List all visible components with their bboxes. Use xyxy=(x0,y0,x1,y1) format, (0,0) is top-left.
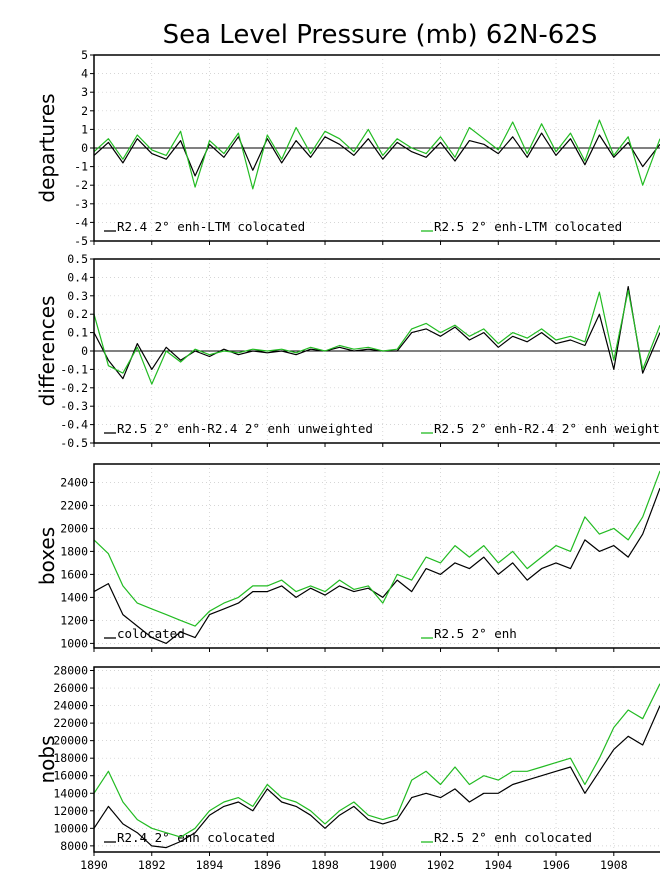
figure-title: Sea Level Pressure (mb) 62N-62S xyxy=(163,20,598,50)
legend-label: R2.5 2° enh xyxy=(434,626,517,641)
y-tick-label: 28000 xyxy=(53,664,88,678)
y-tick-label: 2200 xyxy=(60,498,88,512)
series-line-2 xyxy=(94,289,660,385)
y-tick-label: -0.2 xyxy=(60,381,88,395)
y-tick-label: -5 xyxy=(74,234,88,248)
y-tick-label: 0.3 xyxy=(67,289,88,303)
y-tick-label: 0.4 xyxy=(67,270,88,284)
x-tick-label: 1904 xyxy=(484,858,512,872)
panel-differences: R2.5 2° enh-R2.4 2° enh unweighted R2.5 2… xyxy=(35,252,660,450)
y-tick-label: -4 xyxy=(74,215,88,229)
y-axis-label: nobs xyxy=(35,735,59,783)
x-tick-label: 1890 xyxy=(80,858,108,872)
x-tick-label: 1898 xyxy=(311,858,339,872)
panel-boxes: colocated R2.5 2° enh 2400 2200 2000 1800 1600… xyxy=(35,463,660,652)
y-tick-label: 1600 xyxy=(60,567,88,581)
y-axis-label: departures xyxy=(35,93,59,202)
x-tick-label: 1894 xyxy=(196,858,224,872)
y-tick-label: 1200 xyxy=(60,613,88,627)
plot-frame xyxy=(93,666,660,853)
y-tick-label: 1 xyxy=(81,122,88,136)
panel-departures: R2.4 2° enh-LTM colocated R2.5 2° enh-LTM… xyxy=(35,48,660,248)
legend-label: R2.5 2° enh-LTM colocated xyxy=(434,219,622,234)
plot-frame xyxy=(93,463,660,649)
y-tick-label: 1400 xyxy=(60,590,88,604)
y-tick-label: -0.4 xyxy=(60,418,88,432)
y-tick-label: 8000 xyxy=(60,839,88,853)
y-tick-label: 12000 xyxy=(53,804,88,818)
legend-label: colocated xyxy=(117,626,185,641)
series-line-1 xyxy=(94,705,660,849)
y-axis-label: differences xyxy=(35,296,59,407)
legend-label: R2.5 2° enh-R2.4 2° enh unweighted xyxy=(117,421,373,436)
y-tick-label: 3 xyxy=(81,85,88,99)
y-tick-label: -2 xyxy=(74,178,88,192)
x-tick-label: 1906 xyxy=(542,858,570,872)
y-tick-label: 26000 xyxy=(53,681,88,695)
legend-label: R2.4 2° enh colocated xyxy=(117,830,275,845)
x-tick-label: 1902 xyxy=(427,858,455,872)
y-tick-label: -3 xyxy=(74,197,88,211)
y-tick-label: 2 xyxy=(81,104,88,118)
y-tick-label: -0.3 xyxy=(60,399,88,413)
y-tick-label: 5 xyxy=(81,48,88,62)
y-tick-label: 16000 xyxy=(53,769,88,783)
y-tick-label: 2000 xyxy=(60,521,88,535)
legend-label: R2.4 2° enh-LTM colocated xyxy=(117,219,305,234)
y-tick-label: -1 xyxy=(74,160,88,174)
series-line-1 xyxy=(94,487,660,645)
series-line-2 xyxy=(94,683,660,838)
y-tick-label: 0 xyxy=(81,344,88,358)
y-tick-label: 24000 xyxy=(53,699,88,713)
y-tick-label: 0.2 xyxy=(67,307,88,321)
panel-nobs: R2.4 2° enh colocated R2.5 2° enh colocat… xyxy=(35,664,660,872)
x-tick-label: 1892 xyxy=(138,858,166,872)
series-line-2 xyxy=(94,119,660,190)
y-tick-label: 14000 xyxy=(53,786,88,800)
y-tick-label: 0 xyxy=(81,141,88,155)
legend-label: R2.5 2° enh-R2.4 2° enh weighted xyxy=(434,421,660,436)
y-tick-label: 1000 xyxy=(60,636,88,650)
y-tick-label: 20000 xyxy=(53,734,88,748)
x-tick-label: 1896 xyxy=(253,858,281,872)
y-tick-label: 22000 xyxy=(53,716,88,730)
y-axis-label: boxes xyxy=(35,527,59,585)
y-tick-label: 0.1 xyxy=(67,326,88,340)
y-tick-label: 0.5 xyxy=(67,252,88,266)
y-tick-label: 10000 xyxy=(53,821,88,835)
series-line-2 xyxy=(94,470,660,627)
y-tick-label: -0.1 xyxy=(60,362,88,376)
x-tick-label: 1908 xyxy=(600,858,628,872)
y-tick-label: 2400 xyxy=(60,475,88,489)
y-tick-label: 4 xyxy=(81,67,88,81)
y-tick-label: 1800 xyxy=(60,544,88,558)
y-tick-label: 18000 xyxy=(53,751,88,765)
legend-label: R2.5 2° enh colocated xyxy=(434,830,592,845)
x-tick-label: 1900 xyxy=(369,858,397,872)
series-line-1 xyxy=(94,132,660,177)
y-tick-label: -0.5 xyxy=(60,436,88,450)
